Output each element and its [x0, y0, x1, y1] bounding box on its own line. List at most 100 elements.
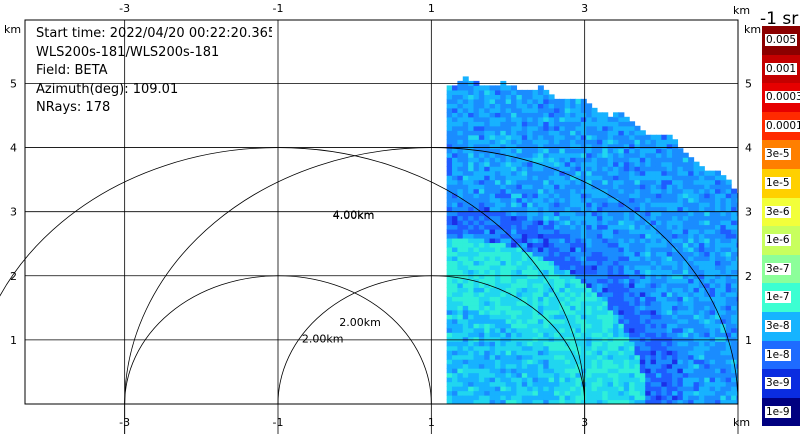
- heatmap-cell: [596, 296, 603, 302]
- heatmap-cell: [682, 305, 689, 311]
- heatmap-cell: [575, 372, 582, 378]
- heatmap-cell: [747, 292, 753, 297]
- heatmap-cell: [666, 197, 673, 203]
- heatmap-cell: [484, 296, 491, 302]
- heatmap-cell: [623, 323, 630, 329]
- heatmap-cell: [462, 233, 469, 239]
- heatmap-cell: [613, 237, 619, 244]
- heatmap-cell: [521, 255, 528, 261]
- heatmap-cell: [494, 291, 501, 297]
- heatmap-cell: [473, 323, 480, 329]
- heatmap-cell: [693, 188, 700, 194]
- heatmap-cell: [688, 269, 695, 275]
- heatmap-cell: [516, 287, 523, 293]
- heatmap-cell: [715, 296, 721, 302]
- heatmap-cell: [516, 323, 523, 329]
- heatmap-cell: [543, 314, 550, 320]
- heatmap-cell: [623, 386, 630, 392]
- heatmap-cell: [704, 368, 711, 374]
- heatmap-cell: [543, 233, 550, 239]
- heatmap-cell: [666, 246, 673, 253]
- heatmap-cell: [661, 341, 668, 347]
- heatmap-cell: [629, 211, 636, 217]
- heatmap-cell: [693, 264, 700, 270]
- heatmap-cell: [596, 377, 603, 383]
- heatmap-cell: [468, 395, 475, 401]
- heatmap-cell: [645, 359, 652, 365]
- heatmap-cell: [516, 215, 523, 221]
- heatmap-cell: [457, 255, 464, 261]
- heatmap-cell: [457, 121, 464, 127]
- heatmap-cell: [527, 220, 534, 226]
- heatmap-cell: [570, 112, 577, 118]
- heatmap-cell: [484, 85, 491, 91]
- heatmap-cell: [736, 220, 738, 226]
- grid-lines: [25, 20, 738, 404]
- heatmap-cell: [468, 332, 475, 338]
- heatmap-cell: [607, 188, 614, 194]
- heatmap-cell: [548, 354, 555, 360]
- heatmap-cell: [537, 197, 544, 203]
- heatmap-cell: [570, 305, 577, 311]
- heatmap-cell: [693, 399, 700, 404]
- heatmap-cell: [516, 242, 523, 248]
- heatmap-cell: [478, 332, 485, 338]
- heatmap-cell: [655, 381, 662, 387]
- heatmap-cell: [672, 179, 679, 185]
- heatmap-cell: [521, 350, 528, 356]
- heatmap-cell: [452, 139, 458, 145]
- heatmap-cell: [505, 327, 512, 333]
- heatmap-cell: [478, 246, 485, 253]
- heatmap-cell: [570, 188, 577, 194]
- heatmap-cell: [575, 386, 582, 392]
- heatmap-cell: [655, 305, 662, 311]
- heatmap-cell: [596, 130, 603, 136]
- heatmap-cell: [564, 246, 571, 253]
- heatmap-cell: [559, 246, 566, 253]
- heatmap-cell: [500, 372, 507, 378]
- heatmap-cell: [623, 314, 630, 320]
- heatmap-cell: [639, 211, 646, 217]
- heatmap-cell: [570, 273, 577, 279]
- heatmap-cell: [629, 300, 636, 306]
- heatmap-cell: [457, 206, 464, 212]
- heatmap-cell: [634, 179, 641, 185]
- heatmap-cell: [516, 193, 523, 199]
- heatmap-cell: [468, 318, 475, 324]
- heatmap-cell: [494, 314, 501, 320]
- heatmap-cell: [473, 372, 480, 378]
- heatmap-cell: [698, 251, 705, 257]
- heatmap-cell: [473, 260, 480, 266]
- heatmap-cell: [618, 242, 625, 248]
- heatmap-cell: [484, 139, 491, 145]
- heatmap-cell: [720, 318, 727, 324]
- heatmap-cell: [623, 246, 630, 253]
- heatmap-cell: [618, 395, 625, 401]
- heatmap-cell: [682, 323, 689, 329]
- heatmap-cell: [489, 318, 496, 324]
- heatmap-cell: [586, 121, 593, 127]
- heatmap-cell: [672, 215, 679, 221]
- heatmap-cell: [564, 332, 571, 338]
- heatmap-cell: [446, 368, 453, 374]
- heatmap-cell: [591, 318, 598, 324]
- heatmap-cell: [494, 296, 501, 302]
- heatmap-cell: [554, 291, 560, 297]
- heatmap-cell: [516, 166, 523, 172]
- heatmap-cell: [715, 269, 721, 275]
- heatmap-cell: [634, 152, 641, 158]
- heatmap-cell: [655, 148, 662, 154]
- heatmap-cell: [586, 220, 593, 226]
- heatmap-cell: [645, 233, 652, 239]
- heatmap-cell: [575, 251, 582, 257]
- heatmap-cell: [602, 291, 609, 297]
- heatmap-cell: [602, 175, 609, 181]
- heatmap-cell: [650, 332, 657, 338]
- heatmap-cell: [527, 224, 534, 230]
- heatmap-cell: [570, 103, 577, 109]
- heatmap-cell: [731, 377, 738, 383]
- heatmap-cell: [677, 336, 684, 342]
- heatmap-cell: [693, 202, 700, 208]
- heatmap-cell: [516, 211, 523, 217]
- heatmap-cell: [543, 372, 550, 378]
